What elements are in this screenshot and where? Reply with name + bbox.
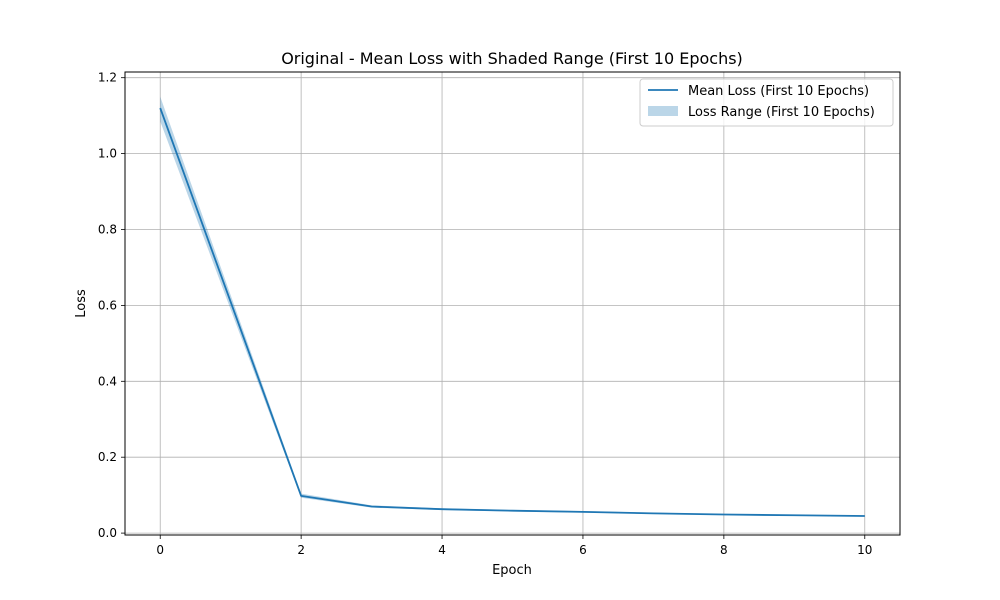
legend-label-mean-loss: Mean Loss (First 10 Epochs) [688, 84, 869, 99]
x-tick-label: 10 [857, 543, 872, 557]
legend-label-loss-range: Loss Range (First 10 Epochs) [688, 105, 875, 120]
x-tick-label: 2 [297, 543, 305, 557]
chart-title: Original - Mean Loss with Shaded Range (… [281, 49, 743, 68]
plot-frame [124, 71, 901, 536]
legend: Mean Loss (First 10 Epochs) Loss Range (… [639, 78, 894, 127]
mean-loss-line [159, 107, 865, 517]
x-axis-label: Epoch [492, 563, 532, 578]
y-tick-label: 0.6 [98, 298, 117, 312]
legend-band-swatch [648, 106, 678, 116]
x-tick-label: 0 [156, 543, 164, 557]
x-tick-label: 4 [438, 543, 446, 557]
grid-lines [125, 72, 900, 535]
y-tick-label: 0.8 [98, 222, 117, 236]
x-tick-label: 8 [720, 543, 728, 557]
y-axis-label: Loss [74, 289, 89, 318]
y-tick-label: 0.0 [98, 526, 117, 540]
legend-box [639, 78, 894, 127]
series-lines [159, 107, 865, 517]
axis-ticks: 0 2 4 6 8 10 0.0 0.2 0.4 0.6 0.8 1.0 1.2 [98, 71, 873, 557]
y-tick-label: 0.4 [98, 374, 117, 388]
x-tick-label: 6 [579, 543, 587, 557]
y-tick-label: 1.0 [98, 147, 117, 161]
y-tick-label: 1.2 [98, 71, 117, 85]
y-tick-label: 0.2 [98, 450, 117, 464]
